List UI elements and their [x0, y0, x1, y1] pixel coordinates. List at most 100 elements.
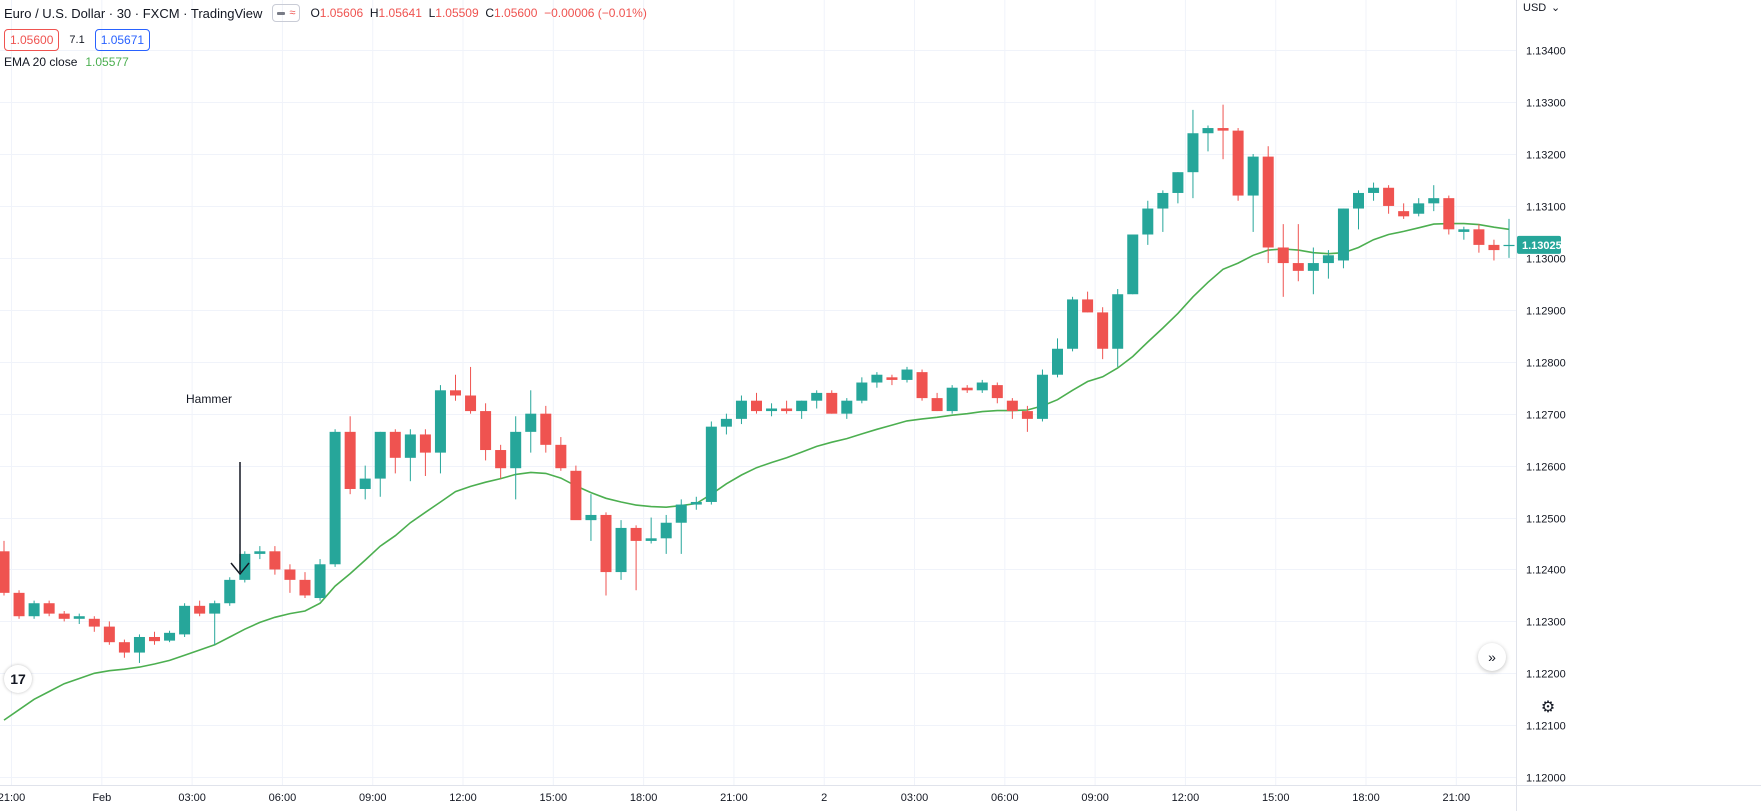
candle-body: [510, 431, 522, 469]
candle: [450, 374, 461, 401]
chevron-down-icon[interactable]: ⌄: [1551, 2, 1561, 14]
time-tick-label: 03:00: [178, 792, 206, 804]
candle-body: [73, 616, 85, 619]
candle: [359, 465, 371, 500]
candle-body: [1337, 208, 1349, 261]
chart-grid: [0, 0, 1516, 785]
candle-body: [720, 418, 732, 427]
time-axis[interactable]: 21:00 Feb 03:00 06:00 09:00 12:00 15:00 18:00 21…: [0, 792, 1470, 804]
change-value: −0.00006 (−0.01%): [544, 6, 647, 20]
candle: [434, 385, 446, 474]
currency-label[interactable]: USD: [1523, 2, 1547, 14]
candle: [570, 465, 582, 521]
candle: [1187, 109, 1199, 199]
time-tick-label: 06:00: [991, 792, 1019, 804]
candle-body: [1398, 211, 1410, 217]
time-tick-label: 06:00: [269, 792, 297, 804]
candle-body: [901, 369, 913, 380]
candle-body: [1413, 203, 1425, 214]
candle: [525, 390, 537, 453]
scroll-to-realtime-button[interactable]: »: [1478, 643, 1506, 671]
candle: [991, 382, 1003, 404]
candle: [856, 377, 868, 404]
candle-body: [133, 636, 145, 653]
candle: [585, 494, 597, 541]
candle: [389, 429, 401, 474]
candle-body: [1232, 130, 1244, 196]
candle-body: [224, 579, 236, 604]
candle-body: [404, 434, 416, 458]
candle-body: [179, 605, 191, 635]
candle-body: [660, 522, 672, 539]
candle-body: [1021, 411, 1033, 419]
candle: [239, 551, 251, 583]
candle: [179, 603, 191, 637]
current-price-label: 1.13025: [1522, 240, 1562, 252]
candle: [901, 366, 913, 383]
candle-body: [841, 400, 853, 414]
candle-body: [1067, 299, 1079, 349]
buy-button[interactable]: 1.05671: [94, 29, 151, 51]
trade-buttons: 1.05600 7.1 1.05671: [4, 29, 151, 51]
candle-body: [1142, 208, 1154, 235]
candle: [1488, 239, 1500, 261]
candle: [751, 392, 762, 414]
candle: [690, 496, 702, 510]
candle-body: [766, 408, 778, 412]
current-price-marker: 1.13025: [1517, 235, 1562, 254]
candle-body: [976, 382, 988, 391]
candle-body: [28, 603, 40, 617]
candle-body: [164, 632, 176, 641]
legend-toggle[interactable]: ≈: [272, 4, 301, 22]
candle: [811, 390, 823, 409]
candle-body: [1322, 255, 1334, 264]
ema-layer: [3, 222, 1510, 721]
candle-body: [480, 411, 492, 451]
candle: [284, 564, 296, 593]
candle: [735, 395, 747, 425]
candle-body: [284, 569, 296, 580]
symbol-title[interactable]: Euro / U.S. Dollar · 30 · FXCM · Trading…: [4, 5, 263, 21]
candle-body: [450, 390, 461, 396]
price-tick-label: 1.13100: [1526, 202, 1566, 214]
candle: [1322, 250, 1334, 279]
candle: [1157, 190, 1169, 232]
candle-body: [344, 431, 356, 489]
price-tick-label: 1.13200: [1526, 150, 1566, 162]
candle: [1413, 198, 1425, 217]
candle-body: [675, 504, 687, 523]
time-tick-label: 21:00: [1443, 792, 1471, 804]
candle-body: [1127, 234, 1139, 295]
candle: [404, 429, 416, 482]
candle: [299, 572, 311, 599]
candle: [796, 400, 808, 419]
candle-body: [1247, 156, 1259, 196]
candle-body: [13, 592, 25, 617]
candle: [1021, 405, 1033, 432]
candle-body: [751, 400, 762, 412]
candle: [871, 372, 883, 388]
candle: [1202, 125, 1214, 152]
current-price-box: [1517, 235, 1561, 254]
price-axis[interactable]: 1.13400 1.13300 1.13200 1.13100 1.13000 1.129…: [1526, 46, 1566, 785]
candle: [329, 429, 341, 567]
candle-body: [856, 382, 868, 401]
price-tick-label: 1.12000: [1526, 773, 1566, 785]
candle: [1443, 195, 1455, 235]
gear-icon[interactable]: ⚙: [1540, 699, 1556, 716]
candle: [841, 398, 853, 419]
ohlc-values: O1.05606 H1.05641 L1.05509 C1.05600 −0.0…: [310, 6, 647, 20]
candle: [88, 616, 100, 632]
candle: [976, 379, 988, 393]
sell-button[interactable]: 1.05600: [4, 29, 60, 51]
candle-body: [796, 400, 808, 412]
tradingview-logo-icon[interactable]: 17: [4, 665, 32, 693]
candle-body: [1202, 128, 1214, 134]
candle: [540, 405, 552, 453]
indicator-legend[interactable]: EMA 20 close 1.05577: [4, 55, 129, 69]
candle-body: [570, 470, 582, 521]
candle-body: [1172, 172, 1184, 193]
candle-body: [525, 413, 537, 432]
candle: [194, 600, 206, 617]
